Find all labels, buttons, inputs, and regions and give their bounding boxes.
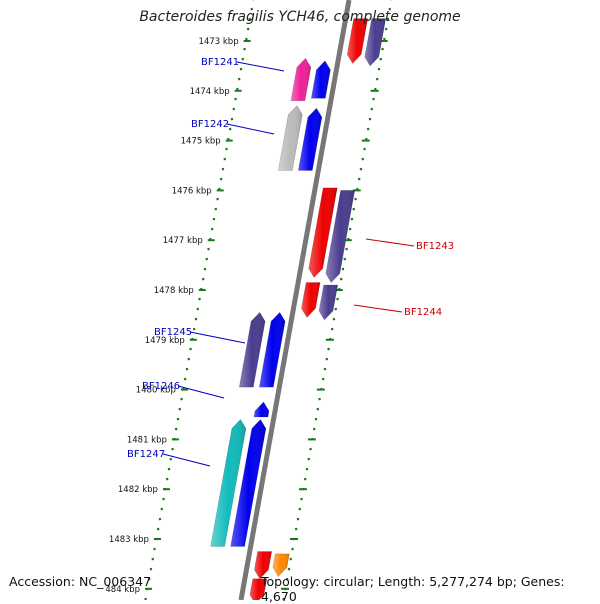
leader-line [227, 124, 274, 134]
gene-arrow-bf1241[interactable] [291, 58, 311, 100]
leader-line [190, 332, 245, 343]
map-title: Bacteroides fragilis YCH46, complete gen… [0, 9, 600, 25]
gene-label-bf1247[interactable]: BF1247 [127, 449, 165, 460]
accession-text: Accession: NC_006347 [9, 574, 151, 589]
gene-layer [211, 19, 386, 600]
gene-label-bf1245[interactable]: BF1245 [154, 327, 192, 338]
gene-arrow[interactable] [311, 61, 330, 98]
leader-line [178, 386, 224, 398]
gene-arrow[interactable] [319, 285, 338, 320]
gene-label-bf1244[interactable]: BF1244 [404, 307, 442, 318]
gene-label-bf1242[interactable]: BF1242 [191, 119, 229, 130]
gene-arrow-bf1242[interactable] [278, 106, 302, 171]
kbp-tick-label: 1481 kbp [127, 435, 167, 445]
gene-label-bf1246[interactable]: BF1246 [142, 381, 180, 392]
kbp-tick-label: 1477 kbp [163, 236, 203, 246]
gene-arrow-bf1246[interactable] [254, 402, 269, 417]
leader-line [237, 62, 284, 71]
kbp-tick-label: 1475 kbp [181, 137, 221, 147]
gene-label-bf1243[interactable]: BF1243 [416, 241, 454, 252]
leader-line [366, 239, 414, 246]
gene-arrow-bf1244[interactable] [302, 283, 321, 318]
kbp-tick-label: 1476 kbp [172, 186, 212, 196]
gene-label-bf1241[interactable]: BF1241 [201, 57, 239, 68]
kbp-tick-label: 1474 kbp [190, 87, 230, 97]
kbp-tick-label: 1473 kbp [199, 37, 239, 47]
kbp-tick-label: 1483 kbp [109, 535, 149, 545]
kbp-tick-label: 1482 kbp [118, 485, 158, 495]
gene-arrow[interactable] [365, 19, 386, 66]
kbp-tick-label: 1478 kbp [154, 286, 194, 296]
leader-line [354, 305, 402, 312]
